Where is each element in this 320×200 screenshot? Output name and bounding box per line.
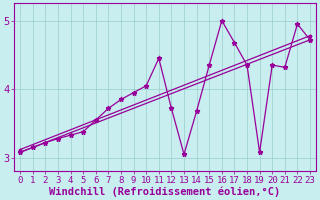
- X-axis label: Windchill (Refroidissement éolien,°C): Windchill (Refroidissement éolien,°C): [50, 186, 281, 197]
